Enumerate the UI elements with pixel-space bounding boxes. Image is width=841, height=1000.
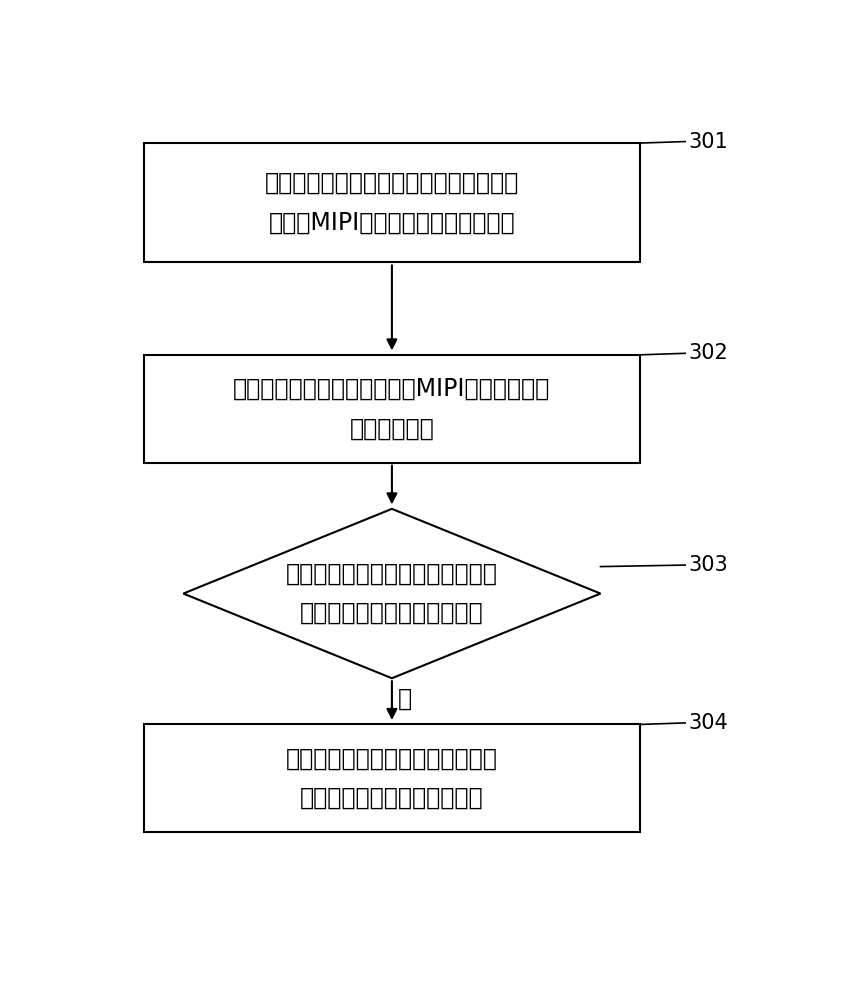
Text: 304: 304 [689, 713, 728, 733]
FancyBboxPatch shape [144, 724, 639, 832]
Text: 将第一工作频率作为与当前使用的
射频通信频段对应的安全频率: 将第一工作频率作为与当前使用的 射频通信频段对应的安全频率 [286, 747, 498, 810]
Text: 判断高次谐波的频率是否落在当前
使用的射频通信频段范围内？: 判断高次谐波的频率是否落在当前 使用的射频通信频段范围内？ [286, 562, 498, 625]
Text: 否: 否 [398, 687, 412, 711]
Text: 302: 302 [689, 343, 728, 363]
FancyBboxPatch shape [144, 143, 639, 262]
Text: 301: 301 [689, 132, 728, 152]
Polygon shape [183, 509, 600, 678]
Text: 根据第一工作频率确定显示屏MIPI总线产生的高
次谐波的频率: 根据第一工作频率确定显示屏MIPI总线产生的高 次谐波的频率 [233, 377, 551, 440]
Text: 针对网络可使用的一个射频通信频段，为
显示屏MIPI总线设置第一工作频率；: 针对网络可使用的一个射频通信频段，为 显示屏MIPI总线设置第一工作频率； [265, 171, 519, 234]
FancyBboxPatch shape [144, 355, 639, 463]
Text: 303: 303 [689, 555, 728, 575]
